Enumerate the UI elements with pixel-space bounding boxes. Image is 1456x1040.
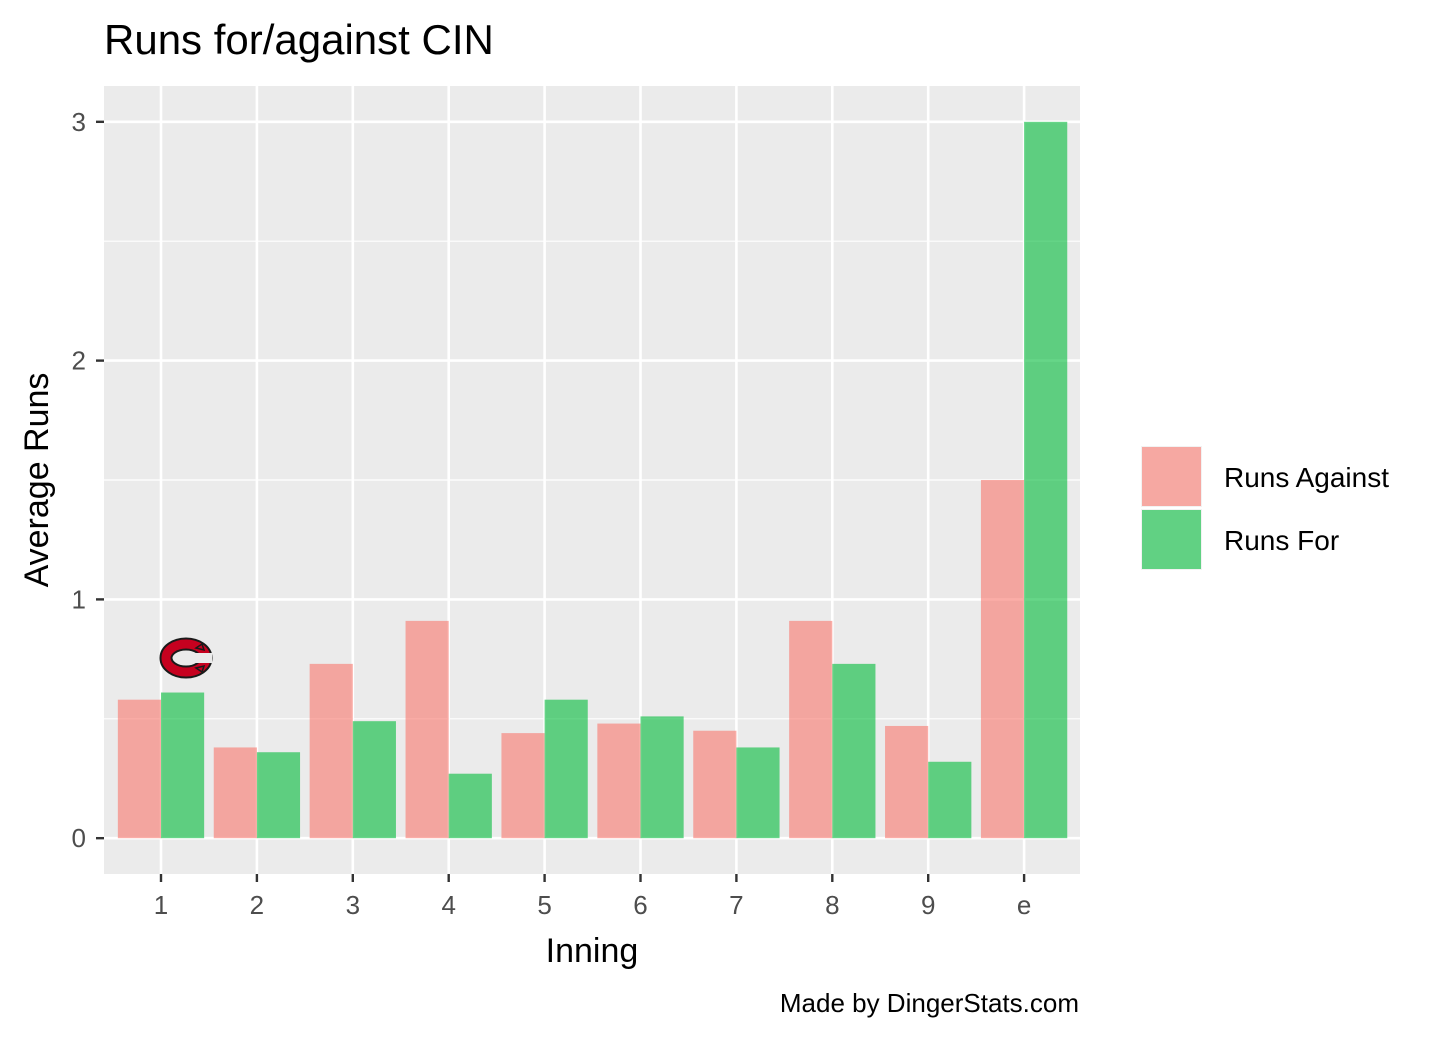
bar-runs-against: [117, 699, 161, 839]
bar-runs-for: [544, 699, 588, 839]
chart-title: Runs for/against CIN: [104, 16, 494, 63]
legend-swatch: [1142, 447, 1201, 506]
y-tick-label: 0: [72, 823, 86, 853]
bar-runs-against: [597, 723, 641, 839]
bar-runs-for: [448, 773, 492, 839]
reds-logo-icon: [159, 637, 213, 679]
bar-runs-against: [501, 733, 545, 839]
x-tick-label: 1: [154, 890, 168, 920]
bar-runs-for: [161, 692, 205, 839]
bars: [117, 121, 1068, 839]
x-tick-label: 6: [633, 890, 647, 920]
bar-runs-for: [352, 721, 396, 839]
bar-runs-against: [309, 663, 353, 839]
x-tick-label: e: [1017, 890, 1031, 920]
y-tick-label: 2: [72, 346, 86, 376]
y-tick-label: 3: [72, 107, 86, 137]
bar-runs-against: [213, 747, 257, 839]
x-tick-label: 9: [921, 890, 935, 920]
x-tick-label: 3: [346, 890, 360, 920]
bar-runs-for: [640, 716, 684, 839]
legend-label: Runs Against: [1224, 462, 1389, 493]
legend: Runs Against Runs For: [1141, 446, 1389, 570]
bar-runs-against: [405, 620, 449, 839]
x-tick-label: 5: [537, 890, 551, 920]
x-tick-label: 8: [825, 890, 839, 920]
x-tick-label: 7: [729, 890, 743, 920]
bar-runs-for: [928, 761, 972, 839]
bar-runs-against: [693, 730, 737, 839]
x-tick-label: 4: [441, 890, 455, 920]
bar-runs-for: [832, 663, 876, 839]
legend-label: Runs For: [1224, 525, 1339, 556]
bar-runs-for: [256, 752, 301, 839]
minor-gridlines: [104, 240, 1080, 720]
x-tick-label: 2: [250, 890, 264, 920]
bar-runs-for: [1024, 121, 1068, 839]
bar-runs-against: [885, 725, 929, 839]
caption: Made by DingerStats.com: [779, 988, 1079, 1018]
y-tick-label: 1: [72, 584, 86, 614]
bar-runs-against: [980, 480, 1025, 839]
logo-gap: [192, 653, 212, 663]
legend-swatch: [1142, 510, 1201, 569]
x-axis-title: Inning: [546, 932, 639, 970]
bar-runs-against: [789, 620, 833, 839]
logo-serifs: [194, 642, 206, 674]
bar-runs-for: [736, 747, 780, 839]
axes: 0 1 2 3 1 2 3 4 5 6 7 8 9 e: [72, 107, 1032, 920]
y-axis-title: Average Runs: [18, 373, 56, 588]
